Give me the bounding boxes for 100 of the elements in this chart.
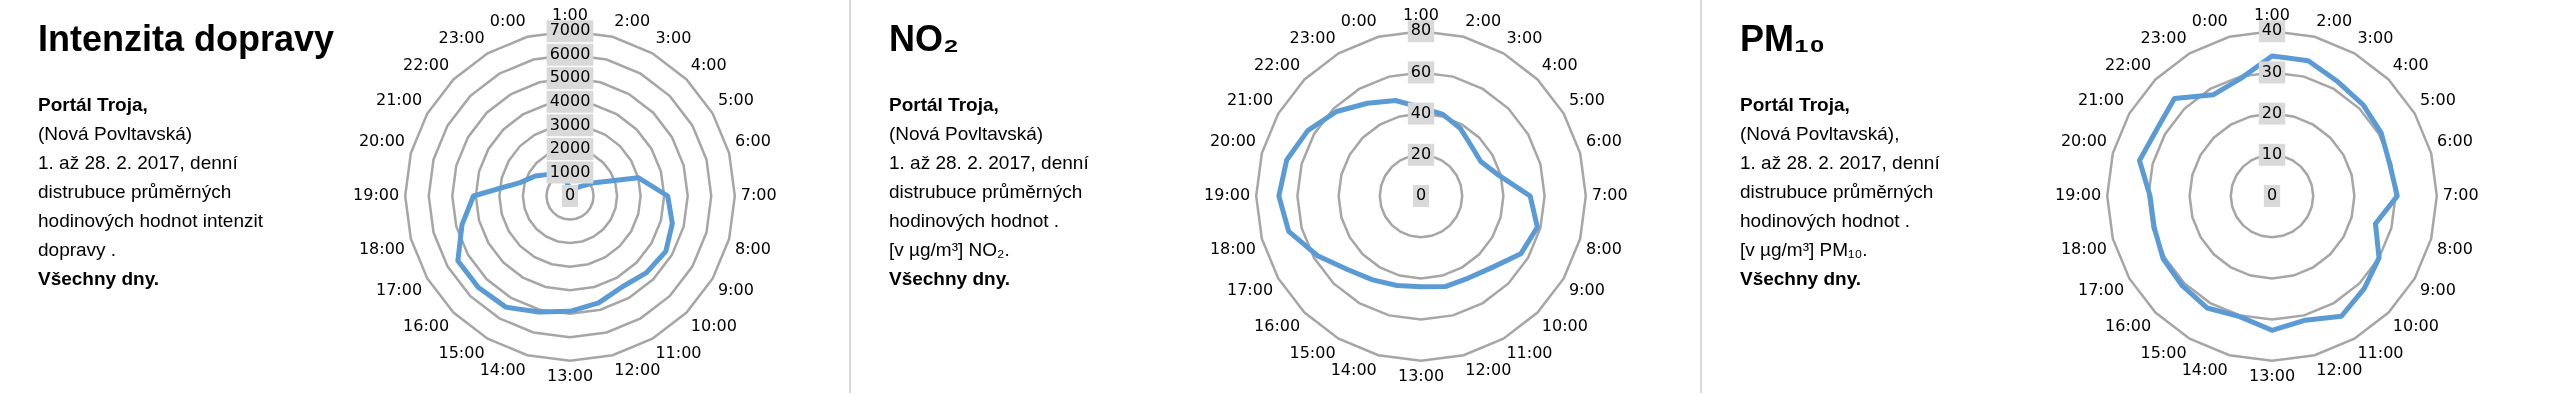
spoke-label: 12:00 [614, 359, 661, 379]
spoke-label: 4:00 [690, 54, 727, 74]
spoke-label: 6:00 [1585, 131, 1622, 151]
spoke-label: 15:00 [2140, 342, 2187, 362]
spoke-label: 8:00 [2436, 238, 2473, 258]
text: [v µg/m³] PM₁₀. [1740, 238, 1869, 262]
y-tick-label: 20 [2261, 102, 2283, 122]
spoke-label: 17:00 [375, 280, 423, 300]
spoke-label: 18:00 [2060, 238, 2108, 258]
y-tick-label: 80 [1410, 20, 1432, 40]
y-tick-label: 1000 [549, 161, 591, 181]
spoke-label: 14:00 [1330, 359, 1377, 379]
chart-title: Intenzita dopravy [38, 18, 335, 60]
spoke-label: 5:00 [717, 90, 754, 110]
spoke-label: 11:00 [1506, 342, 1553, 362]
spoke-label: 3:00 [655, 27, 692, 47]
spoke-label: 20:00 [1209, 131, 1257, 151]
spoke-label: 10:00 [2392, 315, 2439, 335]
text: Portál Troja, [38, 93, 149, 117]
spoke-label: 6:00 [2436, 131, 2473, 151]
spoke-label: 2:00 [1465, 10, 1502, 30]
spoke-label: 9:00 [2419, 280, 2456, 300]
spoke-label: 12:00 [1465, 359, 1512, 379]
text: hodinových hodnot . [1740, 209, 1912, 233]
spoke-label: 18:00 [358, 238, 406, 258]
spoke-label: 3:00 [2357, 27, 2394, 47]
y-tick-label: 2000 [549, 138, 591, 158]
spoke-label: 16:00 [403, 315, 450, 335]
spoke-label: 13:00 [1397, 365, 1445, 385]
spoke-label: 11:00 [2357, 342, 2404, 362]
spoke-label: 10:00 [690, 315, 737, 335]
spoke-label: 23:00 [438, 27, 485, 47]
spoke-label: 16:00 [1254, 315, 1301, 335]
spoke-label: 2:00 [2316, 10, 2353, 30]
spoke-label: 0:00 [489, 10, 526, 30]
y-tick-label: 7000 [549, 20, 591, 40]
spoke-label: 11:00 [655, 342, 702, 362]
spoke-label: 4:00 [1541, 54, 1578, 74]
spoke-label: 7:00 [1591, 185, 1628, 205]
spoke-label: 13:00 [546, 365, 594, 385]
spoke-label: 15:00 [1289, 342, 1336, 362]
y-tick-label: 60 [1410, 61, 1432, 81]
text: distrubuce průměrných [38, 180, 233, 204]
spoke-label: 14:00 [2181, 359, 2228, 379]
spoke-label: 7:00 [740, 185, 777, 205]
text: [v µg/m³] NO₂. [889, 238, 1011, 262]
spoke-label: 9:00 [1568, 280, 1605, 300]
spoke-label: 19:00 [2055, 185, 2102, 205]
text: distrubuce průměrných [889, 180, 1084, 204]
spoke-label: 2:00 [614, 10, 651, 30]
spoke-label: 16:00 [2105, 315, 2152, 335]
spoke-label: 13:00 [2248, 365, 2296, 385]
text: (Nová Povltavská) [38, 122, 194, 146]
spoke-label: 19:00 [1204, 185, 1251, 205]
spoke-label: 8:00 [734, 238, 771, 258]
chart-title: NO₂ [889, 18, 960, 60]
spoke-label: 22:00 [1254, 54, 1301, 74]
y-tick-label: 6000 [549, 43, 591, 63]
spoke-label: 23:00 [1289, 27, 1336, 47]
spoke-label: 9:00 [717, 280, 754, 300]
spoke-label: 0:00 [2191, 10, 2228, 30]
spoke-label: 10:00 [1541, 315, 1588, 335]
text: hodinových hodnot intenzit [38, 209, 264, 233]
y-tick-label: 0 [564, 185, 576, 205]
text: hodinových hodnot . [889, 209, 1061, 233]
text: dopravy . [38, 238, 118, 262]
y-tick-label: 4000 [549, 90, 591, 110]
spoke-label: 23:00 [2140, 27, 2187, 47]
spoke-label: 21:00 [375, 90, 423, 110]
spoke-label: 4:00 [2392, 54, 2429, 74]
spoke-label: 17:00 [2077, 280, 2125, 300]
spoke-label: 0:00 [1340, 10, 1377, 30]
y-tick-label: 40 [1410, 102, 1432, 122]
spoke-label: 5:00 [2419, 90, 2456, 110]
y-tick-label: 30 [2261, 61, 2283, 81]
y-tick-label: 0 [2266, 185, 2278, 205]
spoke-label: 12:00 [2316, 359, 2363, 379]
spoke-label: 21:00 [1226, 90, 1274, 110]
text: (Nová Povltavská) [889, 122, 1045, 146]
spoke-label: 17:00 [1226, 280, 1274, 300]
spoke-label: 14:00 [479, 359, 526, 379]
y-tick-label: 3000 [549, 114, 591, 134]
text: 1. až 28. 2. 2017, denní [1740, 151, 1941, 175]
chart-title: PM₁₀ [1740, 18, 1827, 60]
text: Portál Troja, [889, 93, 1000, 117]
spoke-label: 22:00 [2105, 54, 2152, 74]
text: (Nová Povltavská), [1740, 122, 1901, 146]
text: Všechny dny. [889, 267, 1012, 291]
y-tick-label: 10 [2261, 143, 2283, 163]
text: Všechny dny. [38, 267, 161, 291]
spoke-label: 20:00 [2060, 131, 2108, 151]
spoke-label: 19:00 [353, 185, 400, 205]
spoke-label: 20:00 [358, 131, 406, 151]
spoke-label: 7:00 [2442, 185, 2479, 205]
spoke-label: 22:00 [403, 54, 450, 74]
spoke-label: 8:00 [1585, 238, 1622, 258]
text: distrubuce průměrných [1740, 180, 1935, 204]
text: 1. až 28. 2. 2017, denní [38, 151, 239, 175]
spoke-label: 15:00 [438, 342, 485, 362]
text: Všechny dny. [1740, 267, 1863, 291]
